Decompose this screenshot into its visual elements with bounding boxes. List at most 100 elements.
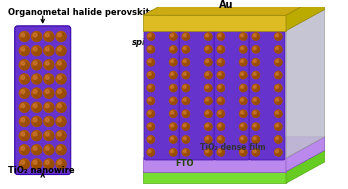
Circle shape <box>147 46 155 53</box>
Circle shape <box>171 86 177 91</box>
Circle shape <box>21 118 25 122</box>
Circle shape <box>58 33 62 37</box>
Circle shape <box>22 105 29 112</box>
Circle shape <box>58 62 66 70</box>
Circle shape <box>240 33 247 40</box>
Polygon shape <box>143 0 325 15</box>
Circle shape <box>275 33 282 40</box>
Circle shape <box>184 112 189 117</box>
Circle shape <box>252 71 260 79</box>
Circle shape <box>219 86 224 91</box>
Circle shape <box>241 60 247 66</box>
Circle shape <box>149 125 154 130</box>
Circle shape <box>171 60 174 63</box>
Text: FTO: FTO <box>175 159 194 168</box>
Circle shape <box>169 46 177 53</box>
Circle shape <box>241 137 247 143</box>
Circle shape <box>21 33 25 37</box>
Circle shape <box>254 60 259 66</box>
Circle shape <box>252 33 260 40</box>
Circle shape <box>58 90 66 98</box>
Circle shape <box>148 124 151 127</box>
Circle shape <box>147 149 155 156</box>
Circle shape <box>56 116 66 126</box>
Circle shape <box>206 98 208 101</box>
Circle shape <box>240 110 247 117</box>
Circle shape <box>147 123 155 130</box>
Circle shape <box>184 137 189 143</box>
Circle shape <box>275 71 282 79</box>
Circle shape <box>19 131 29 141</box>
Circle shape <box>218 73 221 75</box>
Circle shape <box>171 34 174 37</box>
Circle shape <box>183 150 186 153</box>
Circle shape <box>253 60 256 63</box>
Circle shape <box>205 71 212 79</box>
Circle shape <box>183 85 186 88</box>
Circle shape <box>241 99 247 104</box>
Circle shape <box>32 159 42 169</box>
Circle shape <box>253 47 256 50</box>
Circle shape <box>275 136 282 143</box>
Polygon shape <box>143 158 286 172</box>
Circle shape <box>58 34 66 41</box>
Circle shape <box>275 149 282 156</box>
Circle shape <box>46 119 54 126</box>
Circle shape <box>19 116 29 126</box>
Circle shape <box>148 73 151 75</box>
Circle shape <box>44 116 54 126</box>
Circle shape <box>46 161 54 169</box>
Circle shape <box>182 46 190 53</box>
Circle shape <box>217 149 224 156</box>
Circle shape <box>58 76 62 79</box>
Circle shape <box>218 47 221 50</box>
Circle shape <box>32 102 42 112</box>
Circle shape <box>169 136 177 143</box>
Circle shape <box>19 159 29 169</box>
Circle shape <box>184 73 189 79</box>
Text: Organometal halide perovskites: Organometal halide perovskites <box>8 9 160 17</box>
Polygon shape <box>143 150 325 172</box>
Circle shape <box>241 60 244 63</box>
Circle shape <box>240 149 247 156</box>
Circle shape <box>32 131 42 141</box>
Circle shape <box>252 46 260 53</box>
Circle shape <box>217 84 224 92</box>
Circle shape <box>276 125 282 130</box>
Circle shape <box>240 46 247 53</box>
Circle shape <box>21 104 25 108</box>
Polygon shape <box>143 15 286 31</box>
Circle shape <box>218 60 221 63</box>
Circle shape <box>45 76 49 79</box>
Circle shape <box>183 60 186 63</box>
Circle shape <box>206 99 212 104</box>
Circle shape <box>182 33 190 40</box>
Circle shape <box>22 34 29 41</box>
Circle shape <box>44 74 54 84</box>
Circle shape <box>182 136 190 143</box>
Circle shape <box>241 86 247 91</box>
Circle shape <box>33 146 37 150</box>
Circle shape <box>171 125 177 130</box>
Circle shape <box>218 124 221 127</box>
Circle shape <box>205 59 212 66</box>
Circle shape <box>32 88 42 98</box>
Circle shape <box>22 76 29 84</box>
Circle shape <box>206 60 208 63</box>
Circle shape <box>240 136 247 143</box>
Circle shape <box>218 85 221 88</box>
Circle shape <box>58 90 62 94</box>
Circle shape <box>148 98 151 101</box>
Circle shape <box>169 123 177 130</box>
Circle shape <box>56 131 66 141</box>
Circle shape <box>206 73 212 79</box>
Circle shape <box>33 33 37 37</box>
Circle shape <box>253 124 256 127</box>
Circle shape <box>22 90 29 98</box>
Circle shape <box>34 119 41 126</box>
Circle shape <box>148 85 151 88</box>
Circle shape <box>276 34 282 40</box>
Circle shape <box>33 118 37 122</box>
Circle shape <box>149 60 154 66</box>
Circle shape <box>21 160 25 164</box>
